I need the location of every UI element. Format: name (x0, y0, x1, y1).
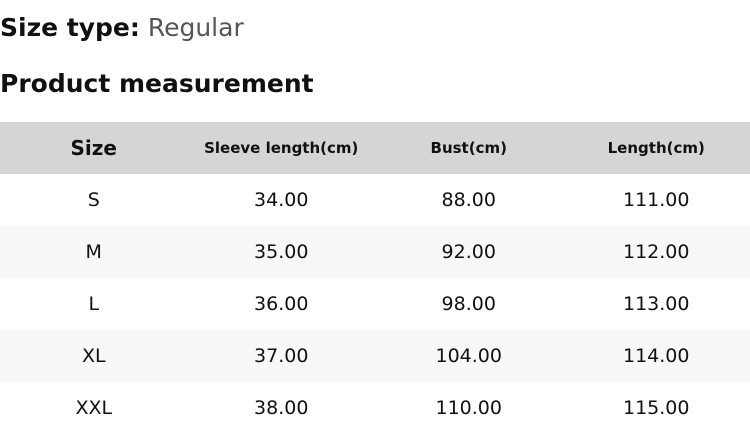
cell-sleeve-length: 36.00 (254, 293, 309, 315)
cell-size: XL (81, 345, 106, 367)
cell-length: 114.00 (623, 345, 690, 367)
cell-bust: 104.00 (435, 345, 502, 367)
table-row: XXL 38.00 110.00 115.00 (0, 382, 750, 434)
cell-sleeve-length: 34.00 (254, 189, 309, 211)
cell-sleeve-length: 37.00 (254, 345, 309, 367)
section-title: Product measurement (0, 69, 314, 98)
cell-sleeve-length: 35.00 (254, 241, 309, 263)
cell-length: 111.00 (623, 189, 690, 211)
header-sleeve-length: Sleeve length(cm) (204, 139, 359, 157)
table-row: S 34.00 88.00 111.00 (0, 174, 750, 226)
cell-bust: 98.00 (441, 293, 496, 315)
table-header-row: Size Sleeve length(cm) Bust(cm) Length(c… (0, 122, 750, 174)
size-type: Size type: Regular (0, 12, 244, 44)
cell-size: XXL (75, 397, 113, 419)
cell-size: M (85, 241, 102, 263)
header-size: Size (70, 136, 117, 160)
cell-length: 115.00 (623, 397, 690, 419)
header-bust: Bust(cm) (430, 139, 507, 157)
cell-bust: 92.00 (441, 241, 496, 263)
cell-bust: 88.00 (441, 189, 496, 211)
cell-size: L (88, 293, 100, 315)
size-type-label: Size type: (0, 13, 140, 42)
measurement-table: Size Sleeve length(cm) Bust(cm) Length(c… (0, 122, 750, 434)
cell-size: S (87, 189, 100, 211)
cell-length: 112.00 (623, 241, 690, 263)
size-type-value: Regular (147, 13, 244, 42)
table-row: M 35.00 92.00 112.00 (0, 226, 750, 278)
table-row: L 36.00 98.00 113.00 (0, 278, 750, 330)
table-row: XL 37.00 104.00 114.00 (0, 330, 750, 382)
header-length: Length(cm) (607, 139, 705, 157)
cell-sleeve-length: 38.00 (254, 397, 309, 419)
cell-length: 113.00 (623, 293, 690, 315)
cell-bust: 110.00 (435, 397, 502, 419)
